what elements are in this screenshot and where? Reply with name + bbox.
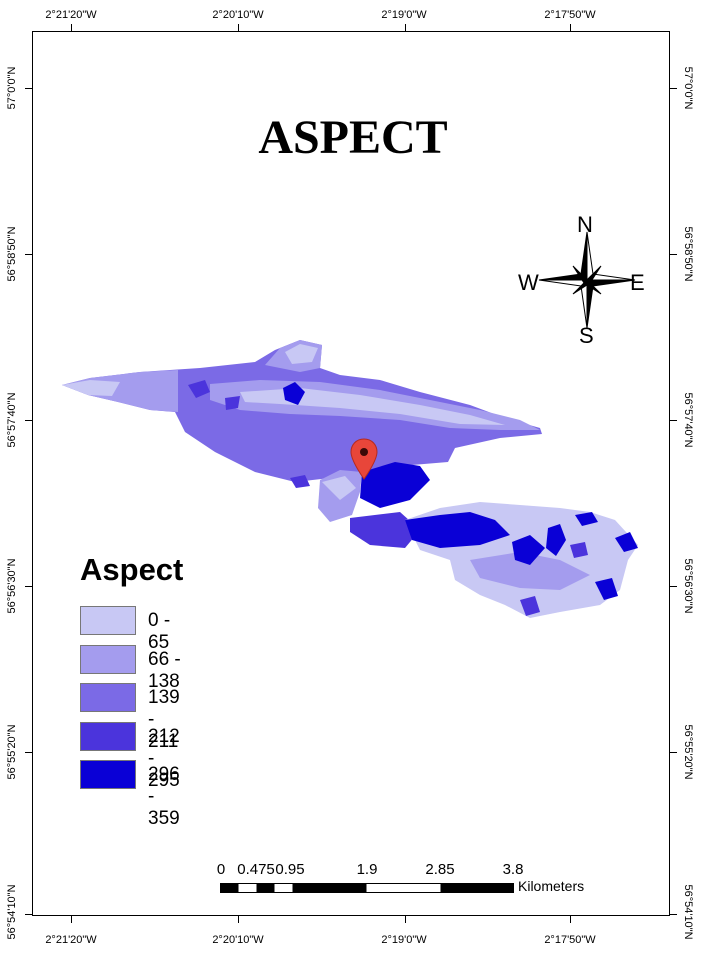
longitude-label-bottom: 2°17'50"W — [544, 934, 596, 946]
aspect-zone-0-65 — [285, 344, 318, 364]
aspect-zone-0-65 — [240, 388, 505, 425]
compass-south-label: S — [579, 323, 594, 348]
longitude-label-bottom: 2°19'0"W — [381, 934, 427, 946]
aspect-zone-66-138 — [470, 552, 590, 590]
legend-item: 0 - 65 — [80, 606, 183, 653]
compass-east-label: E — [630, 270, 645, 295]
aspect-zone-212-295 — [225, 396, 240, 410]
graticule-tick — [71, 916, 72, 923]
graticule-tick — [405, 916, 406, 923]
legend-label: 212 - 295 — [148, 725, 180, 791]
map-frame — [32, 31, 670, 916]
legend-item: 212 - 295 — [80, 721, 183, 791]
graticule-tick — [670, 586, 677, 587]
scale-bar-label: 1.9 — [356, 861, 378, 878]
graticule-tick — [25, 88, 32, 89]
aspect-zone-212-295 — [350, 512, 420, 548]
map-title: ASPECT — [258, 111, 448, 164]
graticule-tick — [25, 420, 32, 421]
graticule-tick — [238, 24, 239, 31]
legend-swatch — [80, 606, 136, 635]
graticule-tick — [405, 24, 406, 31]
scale-bar-label: 0 — [216, 861, 226, 878]
aspect-zone-296-359 — [595, 578, 618, 600]
aspect-zone-296-359 — [546, 524, 566, 556]
legend-item: 66 - 138 — [80, 644, 183, 692]
aspect-zone-296-359 — [512, 535, 545, 565]
aspect-zone-212-295 — [290, 475, 310, 488]
graticule-tick — [670, 254, 677, 255]
legend-swatch — [80, 683, 136, 712]
aspect-zone-212-295 — [570, 542, 588, 558]
graticule-tick — [570, 916, 571, 923]
aspect-zone-0-65 — [322, 476, 356, 500]
aspect-zone-296-359 — [283, 382, 305, 405]
graticule-tick — [670, 752, 677, 753]
legend-swatch — [80, 760, 136, 789]
north-arrow: N S E W — [515, 210, 655, 350]
map-pin-icon[interactable] — [350, 438, 378, 480]
scale-bar-label: 2.85 — [425, 861, 455, 878]
longitude-label-top: 2°20'10"W — [212, 9, 264, 21]
legend-label: 66 - 138 — [148, 648, 181, 692]
aspect-zone-0-65 — [62, 380, 120, 396]
compass-rose-icon — [538, 231, 636, 329]
graticule-tick — [238, 916, 239, 923]
graticule-tick — [25, 752, 32, 753]
longitude-label-top: 2°19'0"W — [381, 9, 427, 21]
aspect-zone-296-359 — [575, 512, 598, 526]
legend-item: 296 - 359 — [80, 760, 183, 829]
graticule-tick — [670, 914, 677, 915]
legend-label: 0 - 65 — [148, 610, 171, 653]
compass-north-label: N — [577, 212, 593, 237]
legend-swatch — [80, 644, 136, 674]
scale-bar-graphic — [220, 883, 514, 893]
aspect-zone-296-359 — [405, 512, 510, 548]
scale-bar-label: 0.95 — [275, 861, 305, 878]
scale-bar-label: 3.8 — [502, 861, 524, 878]
aspect-zone-212-295 — [520, 596, 540, 616]
legend-title: Aspect — [80, 552, 184, 587]
graticule-tick — [71, 24, 72, 31]
scale-bar-units: Kilometers — [518, 878, 585, 894]
longitude-label-bottom: 2°20'10"W — [212, 934, 264, 946]
scale-bar: 0 0.475 0.95 1.9 2.85 3.8 Kilometers — [200, 858, 620, 903]
legend-label: 296 - 359 — [148, 764, 180, 829]
longitude-label-top: 2°21'20"W — [45, 9, 97, 21]
aspect-zone-296-359 — [615, 532, 638, 552]
scale-bar-label: 0.475 — [237, 861, 275, 878]
legend-swatch — [80, 721, 136, 751]
graticule-tick — [570, 24, 571, 31]
aspect-zone-296-359 — [360, 462, 430, 508]
graticule-tick — [25, 586, 32, 587]
longitude-label-top: 2°17'50"W — [544, 9, 596, 21]
graticule-tick — [25, 914, 32, 915]
legend: Aspect 0 - 65 66 - 138 139 - 211 212 - 2… — [80, 552, 184, 829]
longitude-label-bottom: 2°21'20"W — [45, 934, 97, 946]
graticule-tick — [670, 88, 677, 89]
graticule-tick — [670, 420, 677, 421]
compass-west-label: W — [518, 270, 539, 295]
graticule-tick — [25, 254, 32, 255]
legend-label: 139 - 211 — [148, 687, 180, 752]
aspect-zone-212-295 — [188, 380, 210, 398]
legend-item: 139 - 211 — [80, 683, 183, 752]
